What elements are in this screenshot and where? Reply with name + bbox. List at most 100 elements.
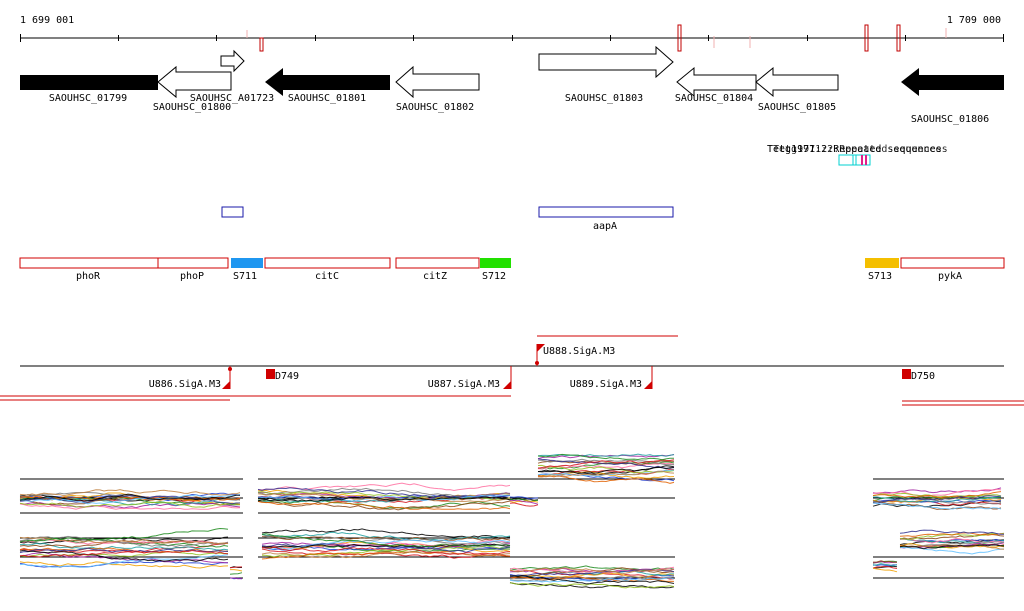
signal-u889[interactable]: U889.SigA.M3 (570, 366, 653, 390)
expression-plots (19, 453, 1005, 589)
repeat-marker (865, 155, 867, 165)
expression-trace (509, 577, 675, 583)
repeat-label: Tetg1971:2:Repeated sequences (767, 144, 942, 155)
expression-trace (872, 563, 898, 567)
expression-trace (509, 496, 539, 500)
ruler-ticks (20, 34, 1004, 42)
expression-trace (19, 536, 229, 545)
svg-text:U886.SigA.M3: U886.SigA.M3 (149, 379, 221, 390)
blue-feature-small[interactable] (221, 206, 244, 218)
svg-text:SAOUHSC_01803: SAOUHSC_01803 (565, 93, 643, 104)
expression-trace (229, 566, 243, 569)
expression-trace (872, 498, 1002, 505)
expression-trace (230, 577, 243, 580)
expression-trace (872, 567, 898, 573)
expression-trace (509, 498, 539, 502)
expression-trace (19, 501, 241, 508)
expression-trace (19, 554, 229, 568)
expression-trace (257, 493, 511, 502)
expression-trace (19, 561, 229, 569)
gene-saouhsc-01802[interactable]: SAOUHSC_01802 (395, 65, 480, 113)
signal-u888[interactable]: U888.SigA.M3 (535, 344, 615, 366)
expression-trace (509, 573, 675, 582)
svg-text:citC: citC (315, 271, 339, 282)
repeat-label-overlap: Tetg1971:2:Repeated sequences (773, 144, 948, 155)
gene-saouhsc-01801[interactable]: SAOUHSC_01801 (265, 68, 390, 104)
expression-trace (257, 491, 511, 501)
expression-trace (257, 500, 511, 510)
gene-saouhsc-01799[interactable]: SAOUHSC_01799 (20, 75, 158, 104)
expression-trace (257, 494, 511, 503)
expression-trace (257, 500, 511, 511)
annotation-phop[interactable]: phoP (157, 257, 229, 282)
annotation-s712[interactable]: S712 (480, 258, 511, 282)
expression-trace (509, 582, 675, 589)
svg-text:U887.SigA.M3: U887.SigA.M3 (428, 379, 500, 390)
annotation-pyka[interactable]: pykA (900, 257, 1005, 282)
expression-trace (261, 538, 511, 550)
expression-trace (257, 496, 511, 502)
expression-trace (537, 470, 675, 478)
expression-trace (19, 489, 241, 497)
blue-feature-aapa[interactable]: aapA (538, 206, 674, 232)
gene-saouhsc-01806[interactable]: SAOUHSC_01806 (901, 68, 1004, 125)
expression-trace (229, 572, 243, 575)
expression-trace (230, 569, 243, 572)
expression-trace (19, 542, 229, 554)
svg-text:phoR: phoR (76, 271, 101, 282)
annotation-s711[interactable]: S711 (231, 258, 263, 282)
svg-text:S712: S712 (482, 271, 506, 282)
expression-trace (19, 549, 229, 558)
signal-u886[interactable]: U886.SigA.M3 (149, 366, 232, 390)
expression-trace (19, 538, 229, 545)
expression-trace (509, 575, 675, 585)
gene-saouhsc-01800[interactable]: SAOUHSC_01800 (153, 65, 232, 113)
annotation-phor[interactable]: phoR (19, 257, 159, 282)
expression-trace (537, 453, 674, 461)
svg-text:SAOUHSC_01801: SAOUHSC_01801 (288, 93, 366, 104)
gene-saouhsc-a01723[interactable]: SAOUHSC_A01723 (190, 49, 274, 104)
expression-trace (509, 502, 539, 507)
annotation-s713[interactable]: S713 (865, 258, 899, 282)
expression-trace (509, 499, 539, 505)
svg-text:citZ: citZ (423, 271, 447, 282)
svg-text:SAOUHSC_01805: SAOUHSC_01805 (758, 102, 836, 113)
repeat-track[interactable]: Tetg1971:2:Repeated sequences Tetg1971:2… (767, 144, 948, 166)
svg-text:S713: S713 (868, 271, 892, 282)
signal-d749[interactable]: D749 (266, 369, 299, 382)
repeat-marker (861, 155, 863, 165)
annotation-citz[interactable]: citZ (395, 257, 480, 282)
signal-track: U888.SigA.M3 U886.SigA.M3 D749 U887.SigA… (0, 335, 1024, 406)
expression-trace (261, 546, 511, 555)
expression-trace (872, 492, 1002, 498)
expression-trace (872, 500, 1002, 511)
expression-trace (899, 546, 1005, 555)
expression-guides (20, 478, 1004, 579)
gene-saouhsc-01805[interactable]: SAOUHSC_01805 (755, 66, 839, 113)
coordinate-ruler: 1 699 001 1 709 000 (20, 15, 1004, 52)
annotation-track: phoR phoP S711 citC citZ S712 S713 pykA (19, 257, 1005, 282)
svg-text:SAOUHSC_A01723: SAOUHSC_A01723 (190, 93, 274, 104)
expression-trace (872, 565, 898, 569)
svg-text:D750: D750 (911, 371, 935, 382)
svg-text:SAOUHSC_01800: SAOUHSC_01800 (153, 102, 231, 113)
gene-saouhsc-01803[interactable]: SAOUHSC_01803 (538, 45, 674, 104)
expression-trace (899, 529, 1004, 535)
expression-trace (509, 582, 675, 589)
expression-trace (19, 560, 229, 568)
expression-trace (257, 482, 511, 492)
expression-trace (19, 547, 229, 554)
expression-trace (261, 533, 511, 548)
ruler-faint-markers (246, 28, 947, 48)
expression-trace (509, 565, 675, 571)
gene-saouhsc-01804[interactable]: SAOUHSC_01804 (675, 66, 757, 104)
expression-trace (509, 567, 675, 575)
signal-u887[interactable]: U887.SigA.M3 (428, 366, 512, 390)
svg-text:S711: S711 (233, 271, 257, 282)
signal-d750[interactable]: D750 (902, 369, 935, 382)
expression-trace (19, 493, 241, 502)
annotation-citc[interactable]: citC (264, 257, 391, 282)
expression-trace (20, 542, 229, 551)
expression-trace (509, 498, 539, 501)
